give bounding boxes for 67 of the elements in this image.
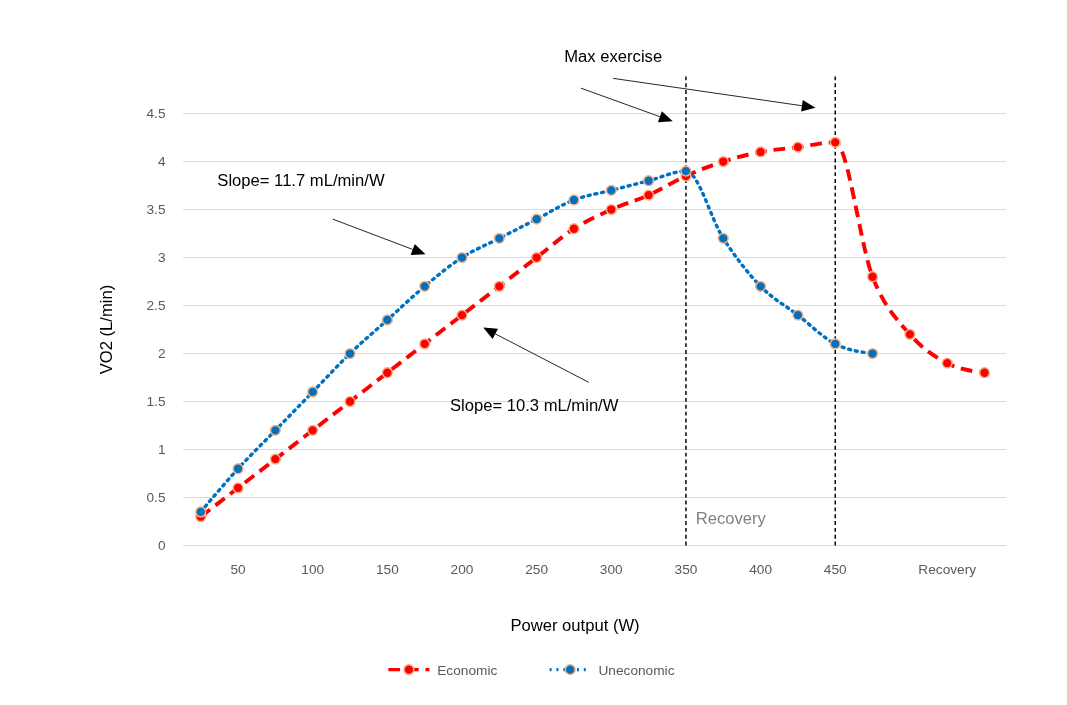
point: [456, 251, 468, 264]
x-tick-label: 350: [674, 561, 698, 577]
point: [232, 463, 244, 475]
y-tick-label: 2.5: [146, 298, 166, 314]
point: [792, 309, 804, 321]
x-tick-label: 250: [525, 561, 549, 577]
point: [381, 314, 393, 326]
point: [904, 328, 916, 340]
point: [717, 155, 729, 168]
point: [232, 482, 244, 494]
point: [269, 424, 281, 436]
point: [941, 357, 953, 369]
x-tick-label: 100: [301, 561, 325, 577]
point: [717, 232, 729, 244]
point: [307, 386, 319, 398]
point: [866, 271, 879, 283]
legend-label: Economic: [437, 662, 498, 678]
y-tick-label: 4: [157, 154, 166, 170]
point: [344, 347, 356, 360]
point: [531, 213, 543, 225]
annotation: Slope= 11.7 mL/min/W: [217, 170, 385, 190]
point: [568, 194, 580, 206]
point: [754, 146, 767, 158]
point: [419, 280, 431, 292]
ref-line-label: Recovery: [695, 509, 767, 529]
y-tick-label: 4.5: [146, 106, 166, 122]
x-tick-label: Recovery: [918, 561, 977, 577]
point: [531, 251, 543, 264]
legend-label: Uneconomic: [598, 662, 675, 678]
point: [754, 280, 767, 292]
point: [792, 141, 804, 153]
text: Max exercise: [564, 46, 663, 66]
x-axis-title: Power output (W): [510, 615, 640, 635]
point: [642, 175, 655, 187]
y-tick-label: 1.5: [146, 394, 166, 410]
y-tick-label: 3: [157, 250, 166, 266]
point: [195, 506, 207, 518]
x-tick-label: 150: [375, 561, 400, 577]
point: [493, 280, 505, 292]
y-tick-label: 3.5: [146, 202, 166, 218]
point: [680, 165, 692, 177]
annotation: Slope= 10.3 mL/min/W: [449, 395, 619, 415]
point: [269, 453, 281, 465]
point: [866, 347, 879, 360]
point: [381, 367, 393, 379]
point: [605, 184, 617, 196]
point: [829, 338, 841, 350]
y-tick-label: 0: [157, 538, 166, 554]
point: [419, 338, 431, 350]
x-tick-label: 400: [749, 561, 773, 577]
y-tick-label: 0.5: [146, 490, 166, 506]
y-tick-label: 2: [157, 346, 166, 362]
point: [344, 395, 356, 408]
point: [829, 136, 841, 148]
x-tick-label: 300: [599, 561, 624, 577]
x-tick-label: 450: [823, 561, 848, 577]
point: [605, 203, 617, 216]
y-axis-title: VO2 (L/min): [96, 284, 116, 375]
point: [568, 223, 580, 235]
x-tick-label: 50: [230, 561, 247, 577]
point: [307, 424, 319, 436]
point: [493, 232, 505, 244]
point: [642, 189, 655, 201]
y-tick-label: 1: [157, 442, 166, 458]
point: [978, 367, 991, 379]
point: [456, 309, 468, 321]
x-tick-label: 200: [450, 561, 474, 577]
